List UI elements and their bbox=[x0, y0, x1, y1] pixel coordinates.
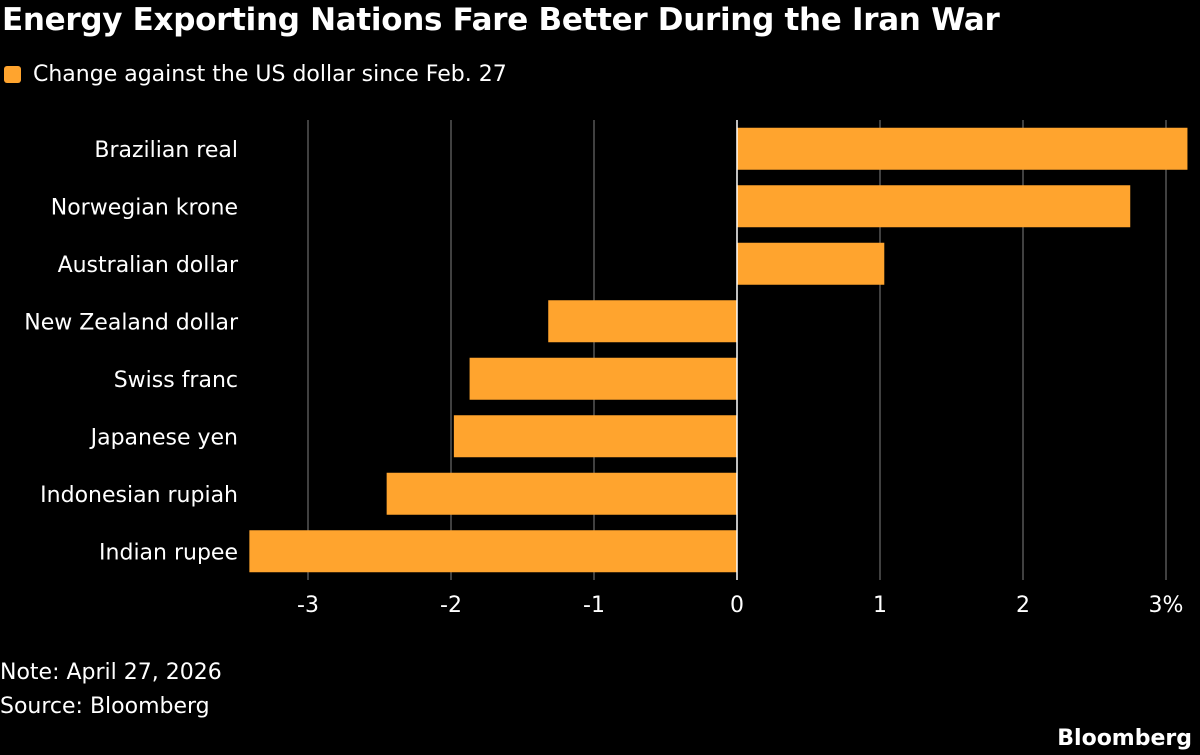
chart-note: Note: April 27, 2026 bbox=[0, 660, 222, 685]
category-label: Swiss franc bbox=[114, 368, 238, 393]
x-tick-label: -2 bbox=[440, 593, 462, 618]
x-tick-label: -1 bbox=[583, 593, 605, 618]
category-label: Australian dollar bbox=[58, 253, 239, 278]
bar bbox=[737, 185, 1131, 228]
x-tick-label: 0 bbox=[730, 593, 744, 618]
bar-chart: -3 -2 -1 0 1 2 3% Brazilian real Norwegian krone… bbox=[24, 120, 1188, 618]
bar bbox=[469, 357, 737, 400]
x-tick-label: -3 bbox=[297, 593, 319, 618]
category-label: Brazilian real bbox=[94, 138, 238, 163]
legend-label: Change against the US dollar since Feb. … bbox=[33, 62, 507, 87]
bar bbox=[548, 300, 737, 343]
legend-swatch bbox=[4, 66, 21, 83]
x-tick-label: 2 bbox=[1016, 593, 1030, 618]
chart-title: Energy Exporting Nations Fare Better Dur… bbox=[2, 2, 1000, 38]
bar bbox=[386, 472, 737, 515]
bloomberg-logo: Bloomberg bbox=[1057, 726, 1192, 751]
category-label: Norwegian krone bbox=[51, 195, 238, 220]
category-label: Indonesian rupiah bbox=[40, 483, 238, 508]
category-label: Japanese yen bbox=[89, 425, 238, 450]
category-label: Indian rupee bbox=[99, 540, 238, 565]
legend: Change against the US dollar since Feb. … bbox=[4, 62, 507, 87]
bar bbox=[737, 242, 885, 285]
bar bbox=[453, 415, 737, 458]
x-tick-label: 3% bbox=[1149, 593, 1184, 618]
chart-source: Source: Bloomberg bbox=[0, 694, 210, 719]
bar bbox=[737, 127, 1188, 170]
bar bbox=[249, 530, 737, 573]
category-label: New Zealand dollar bbox=[24, 310, 239, 335]
x-tick-label: 1 bbox=[873, 593, 887, 618]
